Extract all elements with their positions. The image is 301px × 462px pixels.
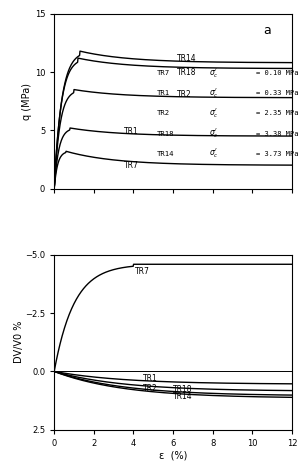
Text: TR14: TR14 <box>173 392 193 401</box>
Text: = 3.38 MPa: = 3.38 MPa <box>256 131 299 137</box>
Text: TR2: TR2 <box>177 90 192 99</box>
Text: TR7: TR7 <box>135 267 150 276</box>
Text: TR1: TR1 <box>123 127 138 135</box>
X-axis label: ε  (%): ε (%) <box>159 450 187 461</box>
Text: TR1: TR1 <box>143 374 158 383</box>
Text: TR1: TR1 <box>157 91 169 97</box>
Y-axis label: q (MPa): q (MPa) <box>22 83 32 120</box>
Text: a: a <box>263 24 271 37</box>
Text: TR2: TR2 <box>143 384 158 393</box>
Y-axis label: DV/V0 %: DV/V0 % <box>14 321 24 364</box>
Text: = 0.33 MPa: = 0.33 MPa <box>256 91 299 97</box>
Text: = 2.35 MPa: = 2.35 MPa <box>256 110 299 116</box>
Text: = 0.10 MPa: = 0.10 MPa <box>256 70 299 76</box>
Text: TR14: TR14 <box>157 151 174 157</box>
Text: TR18: TR18 <box>177 68 197 77</box>
Text: $\sigma_c'$: $\sigma_c'$ <box>209 67 219 80</box>
Text: $\sigma_c'$: $\sigma_c'$ <box>209 147 219 160</box>
Text: TR18: TR18 <box>157 131 174 137</box>
Text: TR14: TR14 <box>177 54 197 63</box>
Text: TR2: TR2 <box>157 110 169 116</box>
Text: TR7: TR7 <box>123 161 138 170</box>
Text: = 3.73 MPa: = 3.73 MPa <box>256 151 299 157</box>
Text: $\sigma_c'$: $\sigma_c'$ <box>209 107 219 120</box>
Text: $\sigma_c'$: $\sigma_c'$ <box>209 86 219 100</box>
Text: TR7: TR7 <box>157 70 169 76</box>
Text: $\sigma_c'$: $\sigma_c'$ <box>209 127 219 140</box>
Text: TR18: TR18 <box>173 385 193 394</box>
